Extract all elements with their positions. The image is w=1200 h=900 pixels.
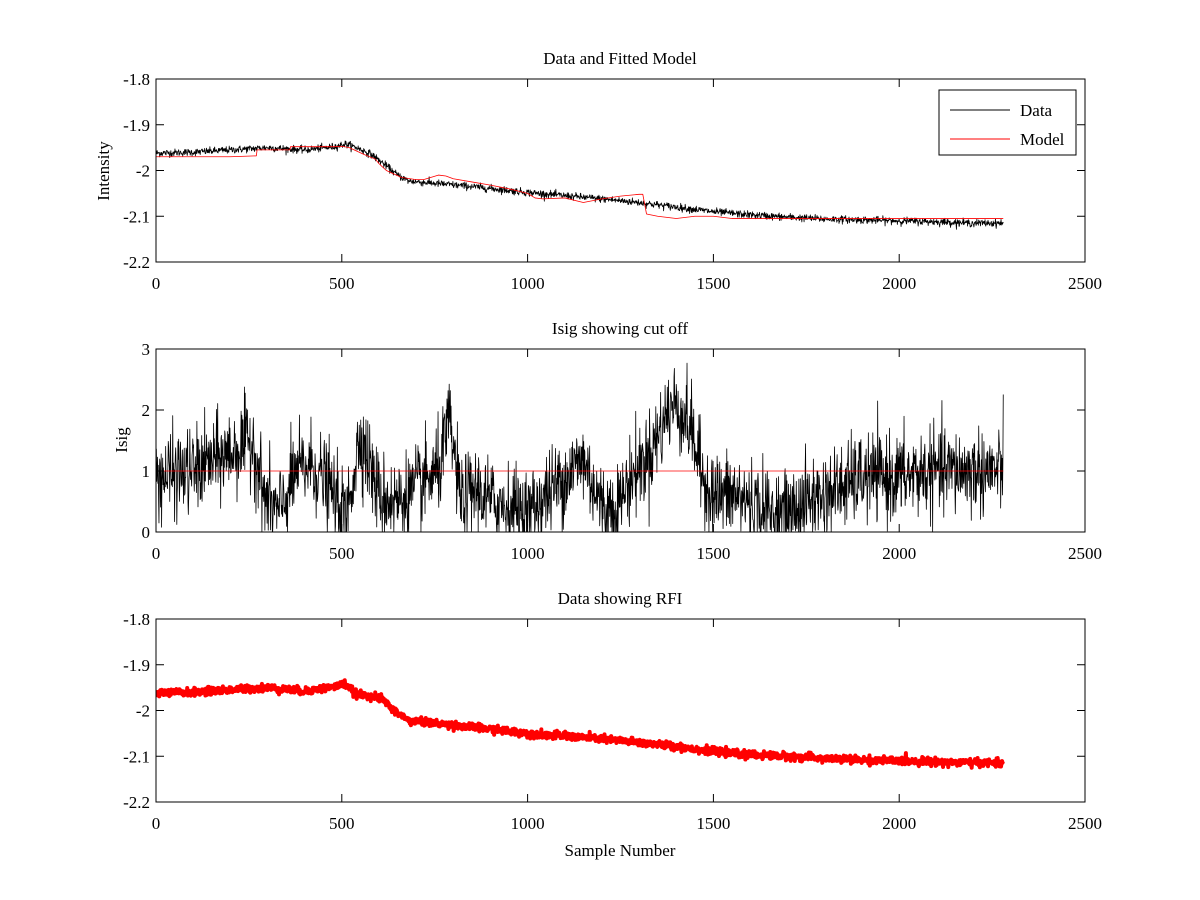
series-line-model (156, 145, 1004, 219)
x-tick-label: 1500 (696, 274, 730, 293)
y-tick-label: -2.2 (123, 793, 150, 812)
x-tick-label: 500 (329, 274, 355, 293)
x-tick-label: 2000 (882, 274, 916, 293)
x-tick-label: 0 (152, 544, 161, 563)
x-tick-label: 2500 (1068, 814, 1102, 833)
x-tick-label: 1000 (511, 814, 545, 833)
x-axis-label: Sample Number (565, 841, 676, 860)
y-tick-label: -2.1 (123, 747, 150, 766)
y-tick-label: -2.2 (123, 253, 150, 272)
plot-background (156, 79, 1085, 262)
series-line-series-1 (156, 362, 1004, 532)
x-tick-label: 500 (329, 544, 355, 563)
y-tick-label: 0 (142, 523, 151, 542)
y-tick-label: -2.1 (123, 207, 150, 226)
chart-title: Isig showing cut off (552, 319, 688, 338)
chart-title: Data and Fitted Model (543, 49, 697, 68)
x-tick-label: 2000 (882, 814, 916, 833)
x-tick-label: 0 (152, 814, 161, 833)
y-tick-label: 1 (142, 462, 151, 481)
series-line-series-1 (156, 678, 1005, 770)
x-tick-label: 1000 (511, 544, 545, 563)
legend-box (938, 89, 1077, 156)
x-tick-label: 0 (152, 274, 161, 293)
plot-background (156, 619, 1085, 802)
legend-label-data: Data (1020, 101, 1053, 120)
y-tick-label: -1.8 (123, 610, 150, 629)
x-tick-label: 2500 (1068, 544, 1102, 563)
legend-label-model: Model (1020, 130, 1065, 149)
axes-frame (155, 348, 1086, 533)
y-tick-label: -1.9 (123, 116, 150, 135)
y-axis-label: Intensity (94, 141, 113, 201)
y-tick-label: -1.9 (123, 656, 150, 675)
plot-area: 0 500 1000 1500 2000 2500 -2.2 -2.1 -2 -1.9 -1.8 (123, 610, 1102, 833)
legend: Data Model (938, 89, 1077, 156)
series-line-data (156, 140, 1004, 230)
y-tick-label: 3 (142, 340, 151, 359)
y-tick-label: 2 (142, 401, 151, 420)
y-tick-label: -1.8 (123, 70, 150, 89)
x-tick-label: 2500 (1068, 274, 1102, 293)
subplot-data-and-fitted-model: Data and Fitted Model 0 500 1000 1500 2000 25… (94, 49, 1102, 293)
x-tick-label: 1000 (511, 274, 545, 293)
y-tick-label: -2 (136, 702, 150, 721)
plot-area: 0 500 1000 1500 2000 2500 -2.2 -2.1 -2 -1.9 -1.8 (123, 70, 1102, 293)
chart-title: Data showing RFI (558, 589, 683, 608)
x-tick-label: 2000 (882, 544, 916, 563)
plot-area: 0 500 1000 1500 2000 2500 0 1 2 3 (142, 340, 1103, 563)
subplot-isig-showing-cut-off: Isig showing cut off 0 500 1000 1500 2000 250… (112, 319, 1102, 563)
x-tick-label: 1500 (696, 814, 730, 833)
y-axis-label: Isig (112, 427, 131, 453)
subplot-data-showing-rfi: Data showing RFI 0 500 1000 1500 2000 2500 -2.… (123, 589, 1102, 860)
x-tick-label: 500 (329, 814, 355, 833)
x-tick-label: 1500 (696, 544, 730, 563)
y-tick-label: -2 (136, 162, 150, 181)
